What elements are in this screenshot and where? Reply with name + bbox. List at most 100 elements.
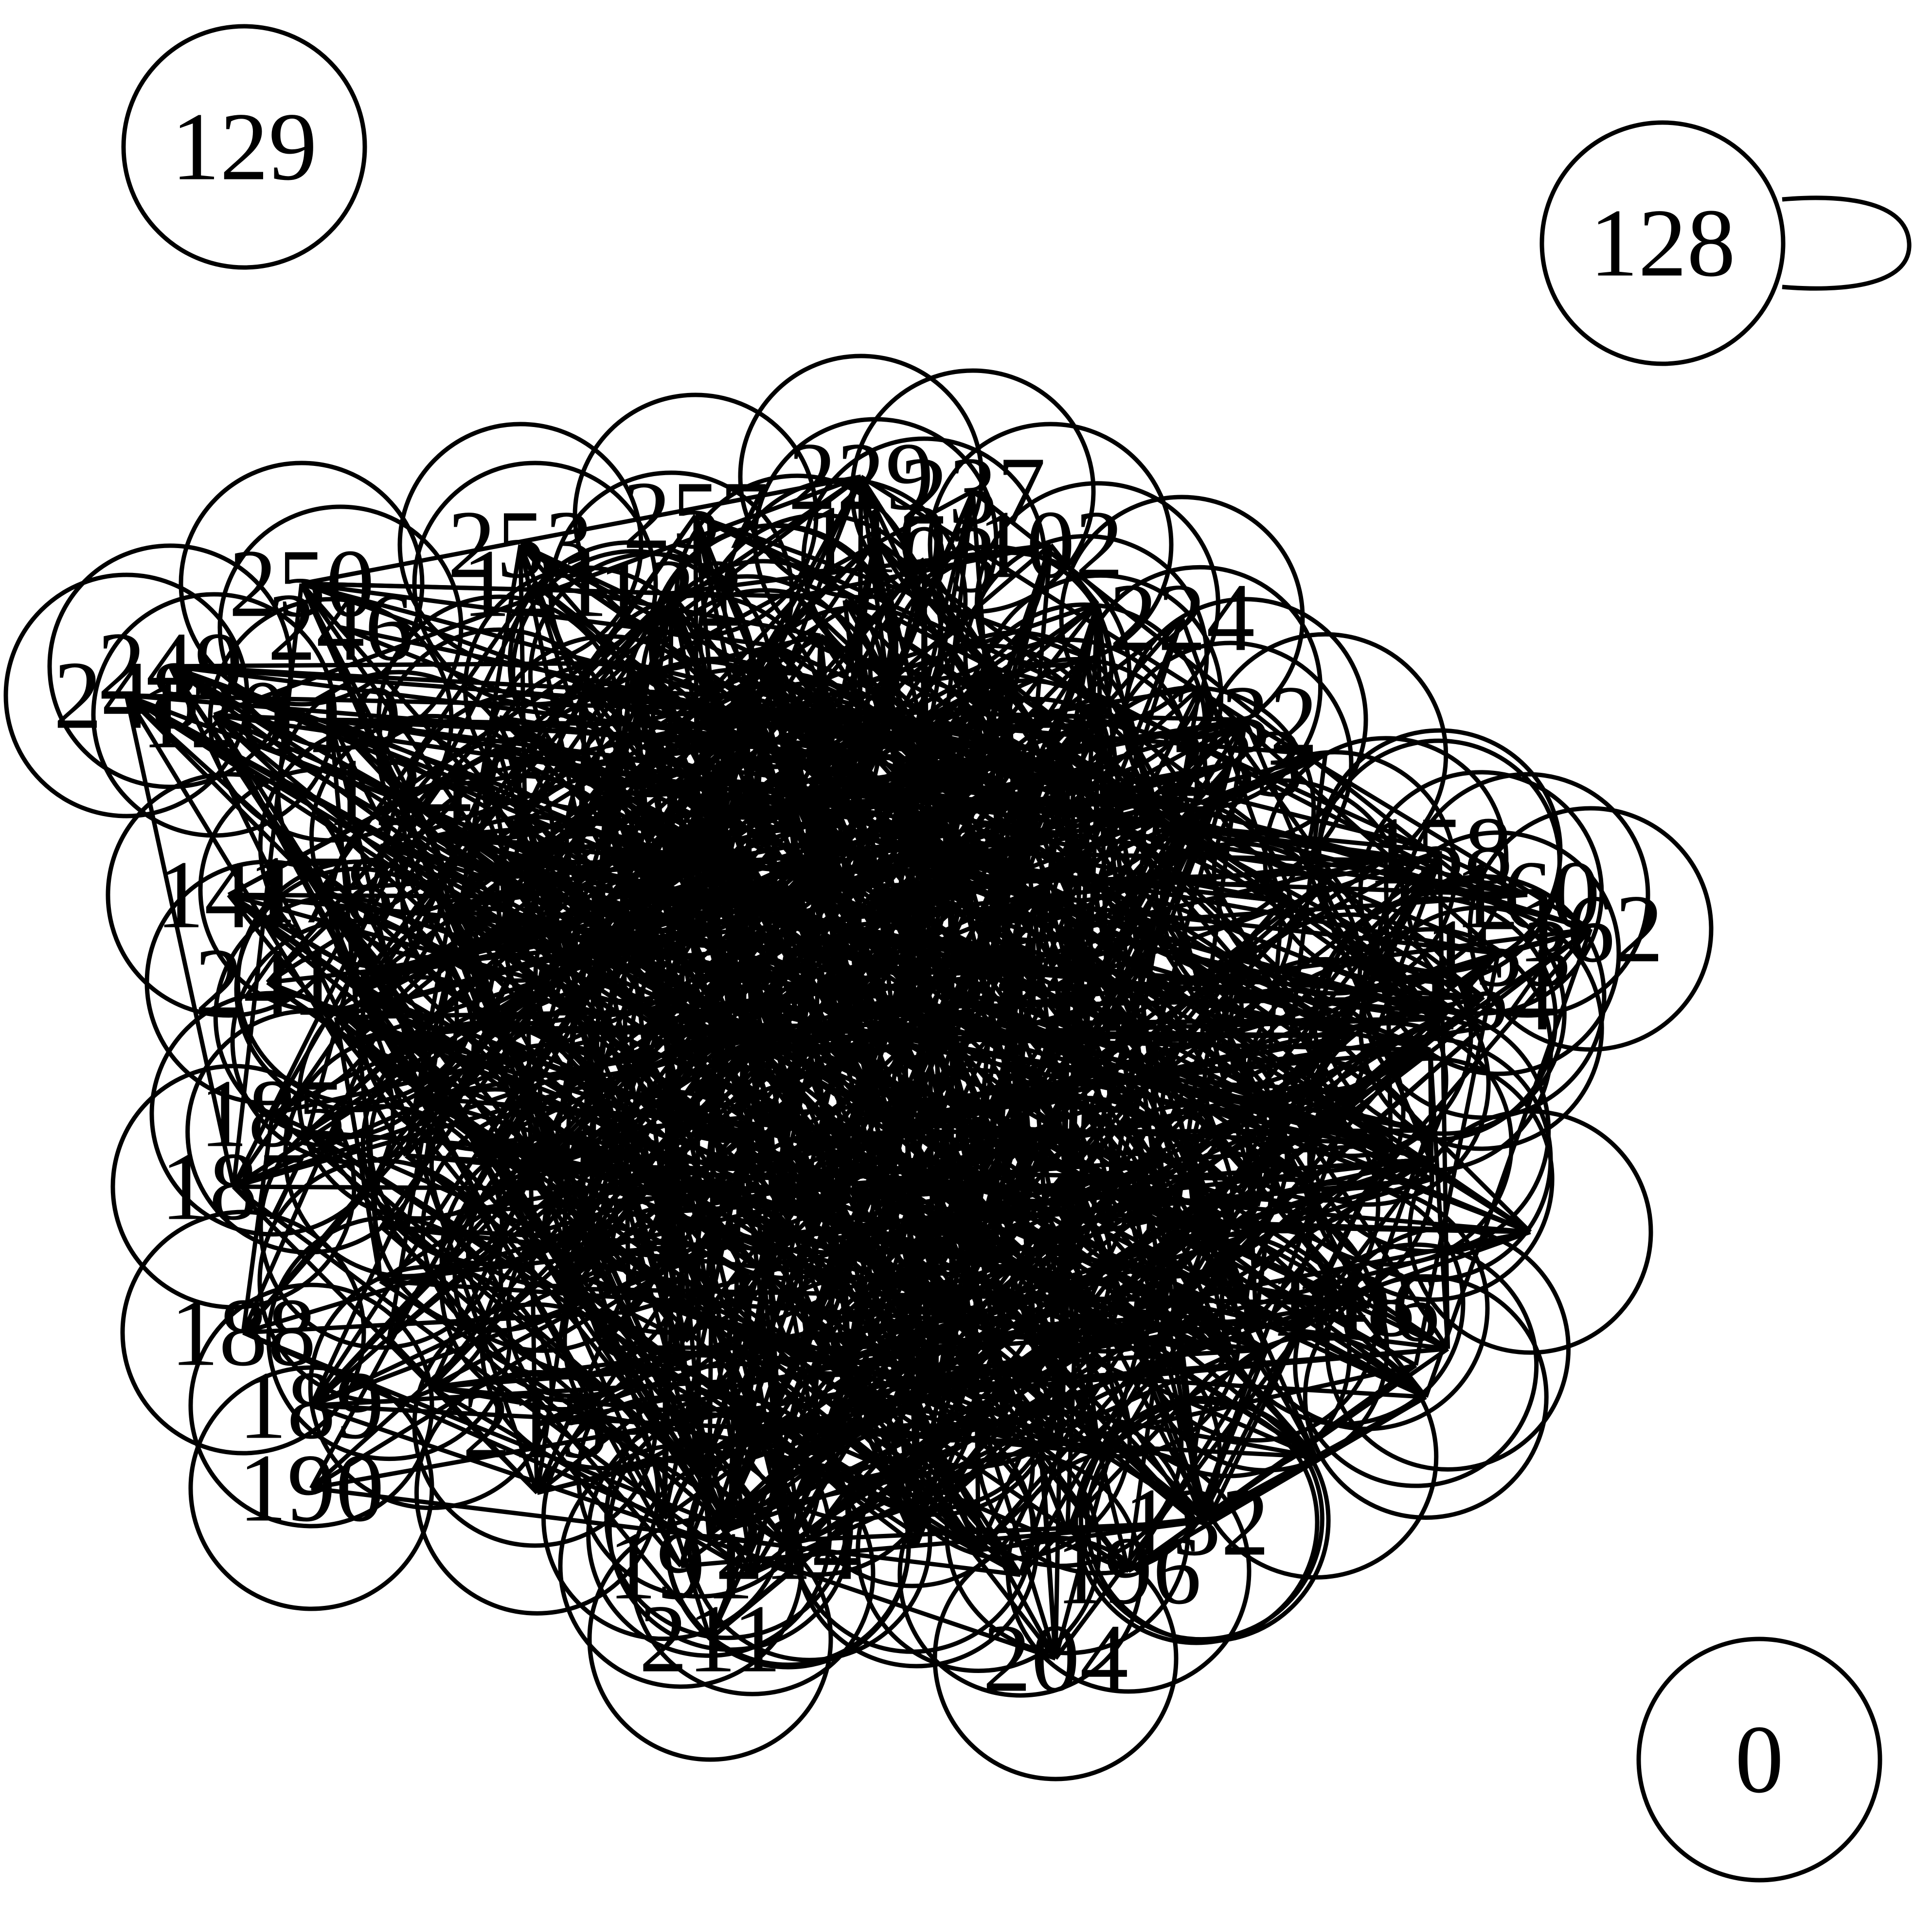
graph-edge <box>1171 892 1528 922</box>
graph-node <box>465 1130 712 1376</box>
node-110: 110 <box>752 417 999 663</box>
graph-edge <box>1105 1157 1431 1233</box>
graph-node <box>1303 1274 1549 1520</box>
graph-node <box>439 1166 685 1412</box>
node-191: 191 <box>558 1443 804 1689</box>
node-label: 134 <box>715 1104 861 1211</box>
graph-node <box>789 1408 1035 1654</box>
node-label: 153 <box>1425 900 1571 1007</box>
node-214: 214 <box>665 1424 911 1670</box>
graph-node <box>359 906 606 1152</box>
graph-node <box>948 714 1195 960</box>
graph-node <box>1106 1232 1352 1478</box>
graph-edge <box>419 1096 1267 1352</box>
graph-node <box>1160 778 1406 1024</box>
graph-node <box>828 1197 1074 1443</box>
node-257: 257 <box>572 392 819 639</box>
node-label: 196 <box>1055 1517 1201 1625</box>
graph-edge <box>241 1113 275 1333</box>
graph-node <box>1307 927 1553 1173</box>
node-label: 257 <box>623 462 769 570</box>
graph-edge <box>387 1336 539 1495</box>
node-label: 132 <box>1124 1469 1270 1576</box>
node-250: 250 <box>179 461 425 707</box>
graph-node <box>1308 1056 1555 1302</box>
graph-node <box>624 574 870 820</box>
node-185: 185 <box>149 991 395 1237</box>
node-106: 106 <box>1244 1185 1490 1431</box>
graph-node <box>982 1107 1228 1353</box>
node-label: 214 <box>715 1493 861 1601</box>
graph-node <box>629 1450 876 1696</box>
graph-edge <box>301 581 672 596</box>
graph-edge <box>1021 970 1444 1015</box>
node-label: 144 <box>948 919 1094 1027</box>
graph-edge <box>228 892 753 1042</box>
node-0: 0 <box>1636 1637 1882 1883</box>
node-label: 106 <box>1294 1255 1440 1362</box>
graph-edge <box>584 686 704 784</box>
node-132: 132 <box>1073 1399 1320 1645</box>
graph-node <box>686 1416 932 1662</box>
graph-node <box>452 1153 698 1399</box>
node-label: 248 <box>54 642 199 749</box>
graph-node <box>541 1395 787 1641</box>
graph-edge <box>334 1015 790 1546</box>
graph-edge <box>1255 901 1285 1207</box>
graph-node <box>726 1225 972 1471</box>
graph-edge <box>824 847 1283 904</box>
graph-edge <box>752 1016 1435 1042</box>
self-loop-edge <box>1782 196 1912 291</box>
node-190: 190 <box>188 1365 434 1611</box>
node-label: 110 <box>805 486 947 594</box>
graph-edge <box>170 660 631 669</box>
graph-edge <box>212 713 422 1099</box>
graph-node <box>1070 685 1316 931</box>
graph-node <box>503 818 749 1064</box>
node-215: 215 <box>412 1302 658 1548</box>
graph-edge <box>397 791 839 1129</box>
node-187: 187 <box>110 1064 357 1310</box>
node-label: 187 <box>161 1133 306 1241</box>
graph-node <box>695 1331 941 1577</box>
graph-edge <box>271 856 1386 1116</box>
node-178: 178 <box>198 767 444 1013</box>
node-241: 241 <box>144 859 391 1105</box>
node-label: 103 <box>851 506 997 613</box>
node-label: 190 <box>238 1435 384 1542</box>
graph-node <box>722 477 968 723</box>
node-204: 204 <box>932 1535 1179 1781</box>
graph-edge <box>819 634 1485 999</box>
node-144: 144 <box>898 850 1145 1096</box>
graph-node <box>962 602 1208 848</box>
graph-edge <box>859 475 1247 722</box>
graph-edge <box>519 543 1318 1459</box>
graph-node <box>689 808 935 1054</box>
node-label: 128 <box>1590 190 1735 297</box>
graph-node <box>953 657 1199 903</box>
graph-node <box>629 916 875 1162</box>
node-128: 128 <box>1539 120 1786 366</box>
node-label: 129 <box>171 93 317 201</box>
graph-node <box>1263 736 1509 982</box>
cluster-nodes-layer: 250 253 257 2292371101031022332322241581621… <box>3 354 1714 1781</box>
graph-edge <box>301 474 861 586</box>
node-129: 129 <box>121 24 367 270</box>
node-label: 124 <box>326 739 472 847</box>
graph-node <box>414 1370 660 1616</box>
node-148: 148 <box>1219 1180 1466 1426</box>
graph-node <box>580 659 826 905</box>
graph-edge <box>430 1333 1119 1389</box>
node-label: 215 <box>462 1371 608 1479</box>
node-label: 122 <box>598 540 744 647</box>
graph-edge <box>306 1130 683 1567</box>
graph-node <box>715 1004 961 1250</box>
node-164: 164 <box>1360 874 1607 1120</box>
graph-node <box>1043 1033 1289 1279</box>
graph-edge <box>1027 1215 1427 1399</box>
graph-node <box>1134 1083 1380 1329</box>
graph-node <box>1212 750 1458 996</box>
node-189: 189 <box>188 1282 434 1529</box>
